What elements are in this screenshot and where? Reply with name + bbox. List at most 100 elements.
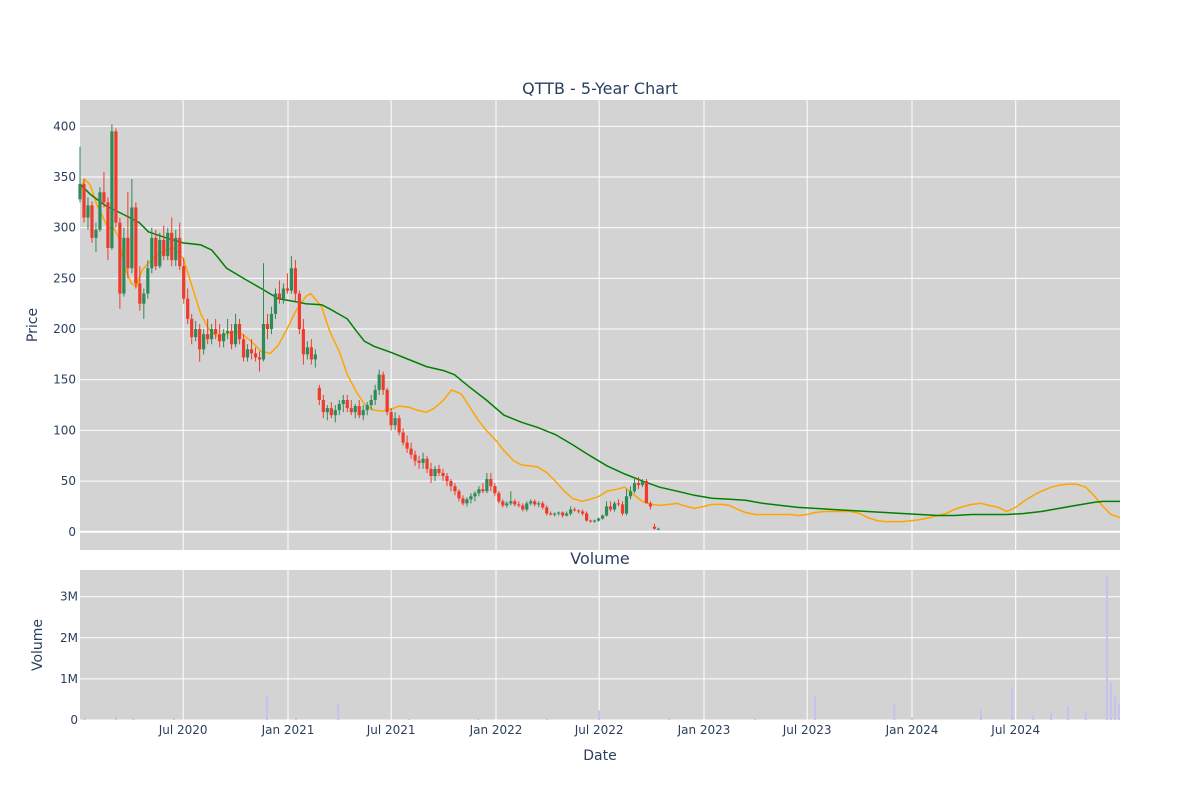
volume-y-axis-label: Volume — [30, 619, 46, 671]
x-tick-label: Jul 2020 — [158, 723, 208, 737]
candle-body — [453, 486, 457, 492]
x-tick-label: Jul 2021 — [366, 723, 416, 737]
candle-body — [573, 509, 577, 511]
candle-body — [301, 329, 305, 355]
candle-body — [106, 202, 110, 248]
candle-body — [98, 192, 102, 230]
candle-body — [297, 293, 301, 330]
candle-body — [329, 408, 333, 416]
volume-bar — [1117, 703, 1120, 720]
x-tick-label: Jan 2022 — [469, 723, 523, 737]
candle-body — [469, 496, 473, 500]
volume-bar — [893, 703, 896, 720]
candle-body — [90, 205, 94, 238]
candle-body — [166, 232, 170, 257]
candle-body — [600, 515, 605, 519]
candle-body — [465, 499, 469, 504]
x-tick-label: Jan 2021 — [261, 723, 315, 737]
volume-bar — [598, 710, 601, 720]
candle-body — [628, 491, 633, 497]
candle-body — [477, 489, 481, 494]
candle-body — [457, 491, 461, 499]
price-chart-title: QTTB - 5-Year Chart — [522, 79, 678, 98]
candle-body — [349, 408, 353, 413]
candle-body — [529, 501, 533, 504]
volume-bar — [1050, 712, 1053, 720]
candle-body — [82, 184, 86, 218]
candle-body — [134, 207, 138, 284]
candle-body — [233, 323, 238, 345]
candle-body — [648, 503, 653, 507]
candle-body — [313, 354, 317, 360]
price-y-axis-label: Price — [25, 308, 41, 342]
volume-plot-area — [80, 570, 1120, 720]
candle-body — [170, 232, 174, 261]
candle-body — [249, 349, 254, 354]
candle-body — [229, 331, 234, 345]
candle-body — [640, 481, 645, 486]
candle-body — [337, 404, 341, 411]
candle-body — [218, 334, 222, 342]
candle-body — [86, 205, 90, 218]
price-gridlines — [80, 100, 1120, 550]
candle-body — [186, 298, 190, 319]
candle-body — [293, 268, 298, 294]
candle-body — [357, 406, 361, 416]
candle-body — [409, 448, 413, 455]
candle-body — [138, 283, 142, 304]
candle-body — [393, 418, 397, 426]
volume-bar — [1109, 683, 1112, 720]
candle-body — [413, 454, 417, 461]
candle-body — [377, 374, 381, 390]
price-y-tick-label: 50 — [61, 474, 76, 488]
volume-chart-title: Volume — [570, 549, 630, 568]
candle-body — [277, 293, 282, 299]
candle-body — [449, 481, 453, 487]
candle-body — [632, 483, 637, 492]
candle-body — [317, 387, 321, 400]
candle-body — [445, 476, 449, 482]
price-y-tick-label: 400 — [53, 119, 76, 133]
candle-body — [577, 510, 581, 512]
candle-body — [154, 237, 158, 267]
candle-body — [225, 331, 230, 334]
x-axis-label: Date — [583, 748, 616, 764]
candle-body — [130, 207, 134, 269]
candle-body — [569, 509, 573, 514]
candle-body — [612, 503, 617, 510]
volume-y-ticks: 0 1M 2M 3M — [60, 590, 78, 727]
volume-bar — [1113, 695, 1116, 720]
candle-body — [214, 329, 218, 335]
candle-body — [122, 237, 126, 294]
candle-body — [253, 353, 258, 358]
x-tick-label: Jul 2023 — [782, 723, 832, 737]
candle-body — [557, 512, 561, 514]
candle-body — [381, 374, 385, 390]
candle-body — [481, 489, 485, 492]
price-y-tick-label: 300 — [53, 221, 76, 235]
candle-body — [190, 318, 194, 338]
volume-bar — [546, 718, 549, 720]
candle-body — [281, 288, 286, 299]
candle-body — [385, 389, 389, 413]
candle-body — [222, 333, 226, 342]
candle-body — [182, 266, 186, 299]
volume-y-tick-label: 2M — [60, 631, 78, 645]
candle-body — [620, 504, 625, 514]
volume-bar — [132, 717, 135, 720]
candle-body — [397, 418, 401, 433]
volume-bar — [979, 709, 982, 720]
price-y-tick-label: 250 — [53, 271, 76, 285]
candle-body — [126, 237, 130, 269]
volume-y-tick-label: 3M — [60, 590, 78, 604]
x-tick-label: Jan 2024 — [885, 723, 939, 737]
candle-body — [309, 347, 313, 360]
candle-body — [429, 468, 433, 477]
candle-body — [417, 460, 421, 463]
volume-bar — [1067, 705, 1070, 720]
candle-body — [142, 293, 146, 304]
candle-body — [497, 493, 501, 502]
candle-body — [146, 268, 150, 294]
candle-body — [596, 518, 601, 521]
